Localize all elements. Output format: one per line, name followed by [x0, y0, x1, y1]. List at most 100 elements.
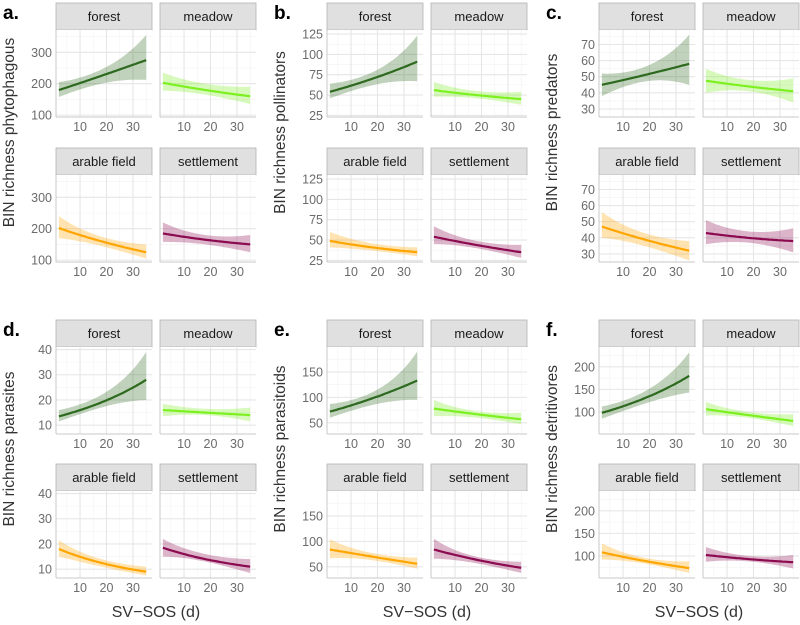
fit-line: [162, 232, 251, 246]
x-tick-label: 20: [371, 265, 385, 279]
facet-strip-label: meadow: [726, 326, 776, 341]
y-tick-label: 40: [38, 487, 52, 501]
y-tick-label: 150: [574, 527, 595, 541]
facet-strip-label: forest: [631, 9, 664, 24]
facet-strip: [430, 2, 528, 31]
y-tick-label: 100: [574, 549, 595, 563]
x-tick-label: 30: [501, 120, 515, 134]
x-tick-label: 30: [501, 581, 515, 595]
facet-forest: forest 30 40 50 60 70 10 20 30: [581, 2, 696, 134]
y-tick-label: 150: [302, 365, 323, 379]
facet-settlement: settlement 10 20 30: [702, 463, 800, 595]
plot-panel: [160, 491, 256, 578]
x-tick-label: 30: [397, 437, 411, 451]
facet-strip-label: settlement: [721, 470, 781, 485]
facet-strip: [55, 319, 153, 348]
facet-forest: forest 100 200 300 10 20 30: [31, 2, 153, 134]
y-tick-label: 200: [31, 222, 52, 236]
facet-strip: [159, 2, 257, 31]
plot-panel: [431, 491, 527, 578]
y-axis-title: BIN richness predators: [544, 53, 561, 211]
y-tick-label: 200: [31, 77, 52, 91]
y-tick-label: 20: [38, 393, 52, 407]
x-tick-label: 20: [371, 120, 385, 134]
x-tick-label: 20: [204, 265, 218, 279]
facet-strip: [598, 463, 696, 492]
x-tick-label: 20: [204, 437, 218, 451]
facet-strip-label: forest: [631, 326, 664, 341]
facet-arable-field: arable field 30 40 50 60 70 10 20 30: [581, 147, 696, 279]
confidence-band: [433, 82, 522, 105]
x-axis-title: SV−SOS (d): [383, 604, 471, 621]
fit-line: [433, 407, 522, 421]
facet-strip: [159, 319, 257, 348]
panel-label: c.: [546, 3, 562, 24]
confidence-band: [58, 540, 147, 576]
x-tick-label: 30: [126, 437, 140, 451]
facet-meadow: meadow 10 20 30: [702, 2, 800, 134]
x-tick-label: 30: [773, 265, 787, 279]
fit-line: [705, 231, 794, 243]
facet-strip: [598, 319, 696, 348]
x-tick-label: 20: [475, 581, 489, 595]
y-tick-label: 100: [302, 535, 323, 549]
y-tick-label: 10: [38, 563, 52, 577]
x-tick-label: 30: [773, 120, 787, 134]
facet-settlement: settlement 10 20 30: [159, 147, 257, 279]
x-tick-label: 30: [126, 581, 140, 595]
plot-panel: [327, 347, 423, 434]
fit-line: [601, 225, 690, 252]
panel-label: f.: [546, 320, 558, 341]
facet-strip: [430, 319, 528, 348]
confidence-band: [162, 72, 251, 105]
confidence-band: [705, 546, 794, 569]
x-tick-label: 30: [773, 437, 787, 451]
y-tick-label: 70: [581, 183, 595, 197]
facet-strip-label: settlement: [178, 470, 238, 485]
panel-e: e. BIN richness parasitoids SV−SOS (d) fore…: [272, 319, 528, 621]
panel-b: b. BIN richness pollinators forest 25 50 75 10…: [272, 2, 528, 279]
y-tick-label: 40: [581, 231, 595, 245]
x-tick-label: 20: [371, 437, 385, 451]
fit-line: [162, 81, 251, 98]
confidence-band: [329, 351, 418, 418]
x-tick-label: 30: [501, 437, 515, 451]
fit-line: [433, 548, 522, 569]
x-tick-label: 20: [100, 120, 114, 134]
facet-strip: [55, 147, 153, 176]
plot-panel: [56, 30, 152, 117]
x-axis-title: SV−SOS (d): [112, 604, 200, 621]
x-tick-label: 10: [177, 265, 191, 279]
facet-settlement: settlement 10 20 30: [702, 147, 800, 279]
y-tick-label: 125: [302, 173, 323, 187]
plot-panel: [599, 347, 695, 434]
x-tick-label: 30: [397, 581, 411, 595]
x-tick-label: 30: [126, 265, 140, 279]
fit-line: [58, 227, 147, 254]
x-tick-label: 10: [177, 581, 191, 595]
y-tick-label: 300: [31, 191, 52, 205]
y-tick-label: 50: [309, 416, 323, 430]
y-tick-label: 200: [574, 504, 595, 518]
x-tick-label: 10: [344, 437, 358, 451]
facet-forest: forest 25 50 75 100 125 10 20 30: [302, 2, 424, 134]
y-tick-label: 100: [31, 109, 52, 123]
x-tick-label: 10: [616, 120, 630, 134]
y-tick-label: 30: [38, 512, 52, 526]
facet-forest: forest 10 20 30 40 10 20 30: [38, 319, 153, 451]
facet-strip: [702, 319, 800, 348]
facet-strip-label: arable field: [343, 154, 407, 169]
x-tick-label: 10: [73, 120, 87, 134]
x-tick-label: 20: [100, 437, 114, 451]
confidence-band: [705, 220, 794, 253]
y-axis-title: BIN richness parasitoids: [272, 365, 289, 532]
facet-strip: [598, 147, 696, 176]
y-tick-label: 50: [309, 560, 323, 574]
panel-label: e.: [274, 320, 290, 341]
x-tick-label: 10: [177, 437, 191, 451]
x-tick-label: 30: [669, 581, 683, 595]
y-tick-label: 300: [31, 46, 52, 60]
facet-strip-label: arable field: [72, 470, 136, 485]
fit-line: [162, 408, 251, 417]
y-axis-title: BIN richness phytophagous: [1, 37, 18, 227]
